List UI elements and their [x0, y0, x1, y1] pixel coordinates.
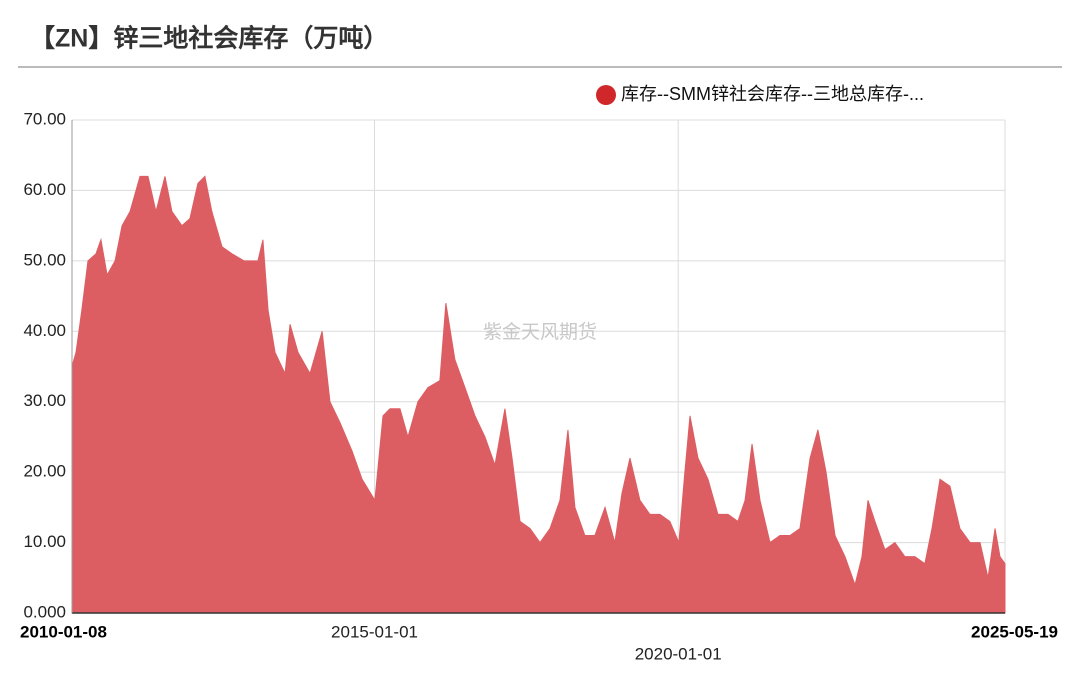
chart-title: 【ZN】锌三地社会库存（万吨）	[30, 24, 388, 53]
y-tick-label: 50.00	[23, 250, 66, 269]
x-tick-label: 2010-01-08	[20, 622, 107, 641]
y-tick-label: 70.00	[23, 109, 66, 128]
y-tick-label: 10.00	[23, 532, 66, 551]
y-tick-label: 30.00	[23, 391, 66, 410]
plot	[71, 119, 1006, 614]
x-tick-label: 2015-01-01	[331, 622, 418, 641]
area	[71, 175, 1006, 614]
y-tick-label: 0.000	[23, 602, 66, 621]
y-tick-label: 60.00	[23, 180, 66, 199]
y-tick-label: 40.00	[23, 321, 66, 340]
legend-swatch	[596, 85, 616, 105]
x-tick-label: 2020-01-01	[635, 644, 722, 663]
legend-label: 库存--SMM锌社会库存--三地总库存-...	[621, 84, 924, 104]
watermark: 紫金天风期货	[483, 321, 597, 343]
x-tick-label: 2025-05-19	[971, 622, 1058, 641]
y-tick-label: 20.00	[23, 462, 66, 481]
